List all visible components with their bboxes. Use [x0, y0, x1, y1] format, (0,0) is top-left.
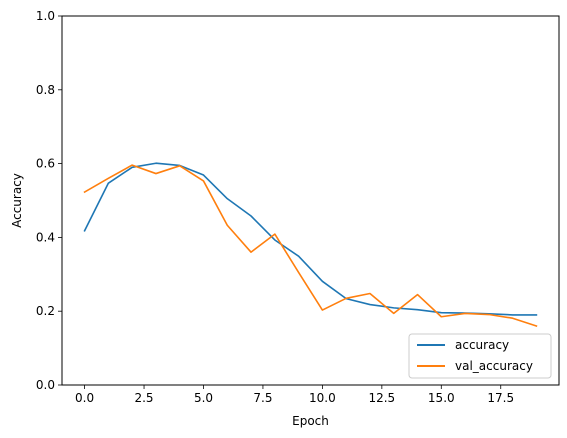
- y-axis-label: Accuracy: [10, 173, 24, 228]
- x-tick-label: 2.5: [134, 391, 153, 405]
- y-tick-label: 0.2: [36, 304, 55, 318]
- legend: accuracy val_accuracy: [408, 333, 552, 379]
- x-tick-label: 12.5: [368, 391, 395, 405]
- y-axis: 0.0 0.2 0.4 0.6 0.8 1.0: [36, 9, 62, 392]
- legend-label-val-accuracy: val_accuracy: [455, 359, 533, 373]
- plot-area: [62, 16, 559, 385]
- y-tick-label: 0.0: [36, 378, 55, 392]
- x-tick-label: 7.5: [253, 391, 272, 405]
- x-tick-label: 17.5: [487, 391, 514, 405]
- plot-frame: [61, 15, 560, 386]
- x-tick-label: 10.0: [309, 391, 336, 405]
- y-tick-label: 1.0: [36, 9, 55, 23]
- y-tick-label: 0.8: [36, 83, 55, 97]
- x-tick-label: 5.0: [194, 391, 213, 405]
- series-line-val-accuracy: [83, 164, 538, 327]
- series-line-accuracy: [83, 162, 538, 316]
- series-layer: [83, 162, 538, 327]
- y-tick-label: 0.6: [36, 157, 55, 171]
- y-tick-label: 0.4: [36, 230, 55, 244]
- x-axis: 0.0 2.5 5.0 7.5 10.0 12.5 15.0 17.5: [75, 385, 514, 405]
- x-tick-label: 15.0: [428, 391, 455, 405]
- x-tick-label: 0.0: [75, 391, 94, 405]
- legend-label-accuracy: accuracy: [455, 338, 509, 352]
- x-axis-label: Epoch: [292, 414, 329, 428]
